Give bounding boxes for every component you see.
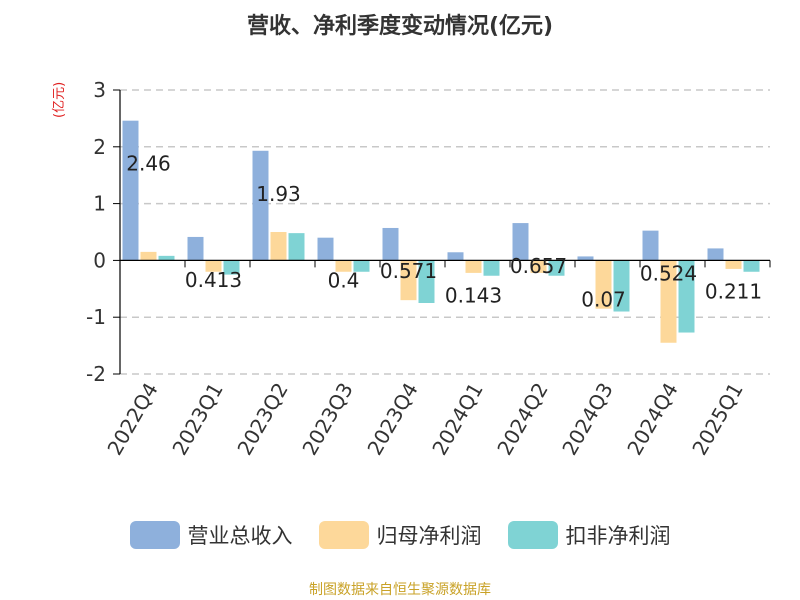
y-tick-label: -2 bbox=[86, 362, 106, 386]
bar-deducted-profit bbox=[548, 260, 565, 276]
bar-net-profit bbox=[270, 232, 287, 261]
x-tick-label: 2024Q2 bbox=[492, 379, 552, 460]
bar-revenue bbox=[252, 150, 269, 261]
legend-label-net-profit: 归母净利润 bbox=[376, 524, 482, 548]
x-tick-label: 2022Q4 bbox=[102, 379, 162, 460]
x-tick-label: 2023Q2 bbox=[232, 379, 292, 460]
bar-revenue bbox=[317, 237, 334, 261]
data-label-revenue: 0.571 bbox=[380, 259, 437, 283]
bar-revenue bbox=[707, 248, 724, 261]
data-label-revenue: 0.211 bbox=[705, 279, 762, 303]
bars bbox=[122, 120, 760, 343]
data-labels: 2.46 0.413 1.93 0.4 0.571 0.143 0.657 0.07 0.524… bbox=[126, 152, 762, 312]
data-label-revenue: 1.93 bbox=[256, 182, 301, 206]
x-tick-label: 2023Q1 bbox=[167, 379, 227, 460]
bar-deducted-profit bbox=[223, 260, 240, 275]
legend-item-revenue[interactable]: 营业总收入 bbox=[129, 520, 293, 550]
y-tick-label: 2 bbox=[93, 135, 106, 159]
data-label-revenue: 0.657 bbox=[510, 254, 567, 278]
bar-net-profit bbox=[530, 260, 547, 273]
legend-swatch-net-profit bbox=[318, 521, 369, 549]
bar-net-profit bbox=[465, 260, 482, 273]
y-tick-label: 1 bbox=[93, 192, 106, 216]
bar-deducted-profit bbox=[353, 260, 370, 272]
legend-item-net-profit[interactable]: 归母净利润 bbox=[318, 520, 482, 550]
bar-revenue bbox=[447, 252, 464, 261]
y-tick-label: 3 bbox=[93, 78, 106, 102]
bar-deducted-profit bbox=[678, 260, 695, 333]
data-label-revenue: 0.143 bbox=[445, 283, 502, 307]
legend-swatch-revenue bbox=[129, 521, 180, 549]
x-tick-label: 2023Q3 bbox=[297, 379, 357, 460]
bar-net-profit bbox=[595, 260, 612, 309]
legend-swatch-deducted-profit bbox=[507, 521, 558, 549]
bar-deducted-profit bbox=[288, 233, 305, 261]
y-tick-label: 0 bbox=[93, 248, 106, 272]
bar-net-profit bbox=[400, 260, 417, 301]
bar-revenue bbox=[512, 223, 529, 261]
data-label-revenue: 0.07 bbox=[581, 287, 626, 311]
x-tick-label: 2024Q3 bbox=[557, 379, 617, 460]
bar-revenue bbox=[187, 236, 204, 261]
chart-title: 营收、净利季度变动情况(亿元) bbox=[246, 14, 554, 39]
source-note: 制图数据来自恒生聚源数据库 bbox=[309, 582, 491, 598]
y-tick-label: -1 bbox=[86, 305, 106, 329]
bar-net-profit bbox=[140, 251, 157, 261]
bar-revenue bbox=[577, 256, 594, 261]
bar-deducted-profit bbox=[418, 260, 435, 303]
x-tick-label: 2023Q4 bbox=[362, 379, 422, 460]
bar-revenue bbox=[122, 120, 139, 261]
bar-net-profit bbox=[725, 260, 742, 269]
bar-net-profit bbox=[205, 260, 222, 272]
bar-deducted-profit bbox=[613, 260, 630, 312]
x-tick-label: 2024Q4 bbox=[622, 379, 682, 460]
data-label-revenue: 0.4 bbox=[328, 269, 360, 293]
legend-item-deducted-profit[interactable]: 扣非净利润 bbox=[507, 520, 671, 550]
legend-label-revenue: 营业总收入 bbox=[187, 524, 293, 548]
bar-net-profit bbox=[335, 260, 352, 272]
bar-revenue bbox=[642, 230, 659, 261]
x-tick-label: 2024Q1 bbox=[427, 379, 487, 460]
legend: 营业总收入 归母净利润 扣非净利润 bbox=[0, 520, 800, 550]
bar-deducted-profit bbox=[483, 260, 500, 276]
bar-deducted-profit bbox=[743, 260, 760, 272]
data-label-revenue: 2.46 bbox=[126, 152, 171, 176]
grid-lines bbox=[120, 89, 770, 375]
x-tick-label: 2025Q1 bbox=[687, 379, 747, 460]
data-label-revenue: 0.413 bbox=[185, 268, 242, 292]
data-label-revenue: 0.524 bbox=[640, 262, 697, 286]
legend-label-deducted-profit: 扣非净利润 bbox=[565, 524, 671, 548]
bar-revenue bbox=[382, 227, 399, 261]
bar-net-profit bbox=[660, 260, 677, 343]
bar-deducted-profit bbox=[158, 255, 175, 261]
